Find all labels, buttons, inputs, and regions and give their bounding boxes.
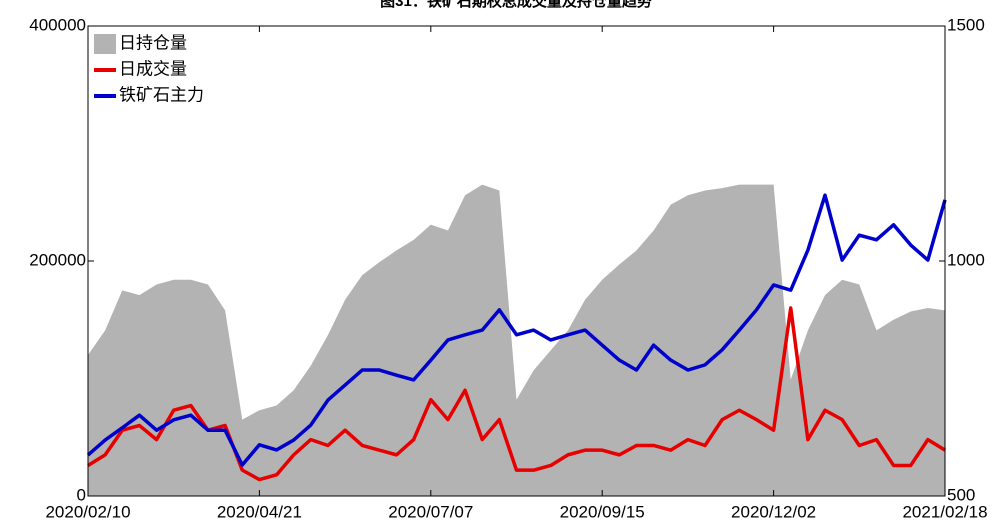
x-tick-label: 2021/02/18 — [902, 502, 987, 521]
area — [88, 184, 945, 496]
y-tick-label: 0 — [77, 485, 86, 504]
y-tick-label: 400000 — [29, 15, 86, 34]
x-tick-label: 2020/09/15 — [560, 502, 645, 521]
legend-swatch — [94, 68, 116, 72]
y2-tick-label: 1500 — [947, 15, 985, 34]
y2-tick-label: 500 — [947, 485, 975, 504]
x-tick-label: 2020/04/21 — [217, 502, 302, 521]
x-tick-label: 2020/07/07 — [388, 502, 473, 521]
legend-label: 铁矿石主力 — [119, 85, 204, 104]
chart-title: 图31：铁矿石期权总成交量及持仓量趋势 — [380, 0, 652, 10]
legend-label: 日成交量 — [119, 59, 187, 78]
y-tick-label: 200000 — [29, 250, 86, 269]
y2-tick-label: 1000 — [947, 250, 985, 269]
legend-swatch — [94, 34, 116, 54]
x-tick-label: 2020/12/02 — [731, 502, 816, 521]
x-tick-label: 2020/02/10 — [45, 502, 130, 521]
legend-label: 日持仓量 — [119, 33, 187, 52]
legend-swatch — [94, 94, 116, 98]
line — [86, 193, 947, 467]
